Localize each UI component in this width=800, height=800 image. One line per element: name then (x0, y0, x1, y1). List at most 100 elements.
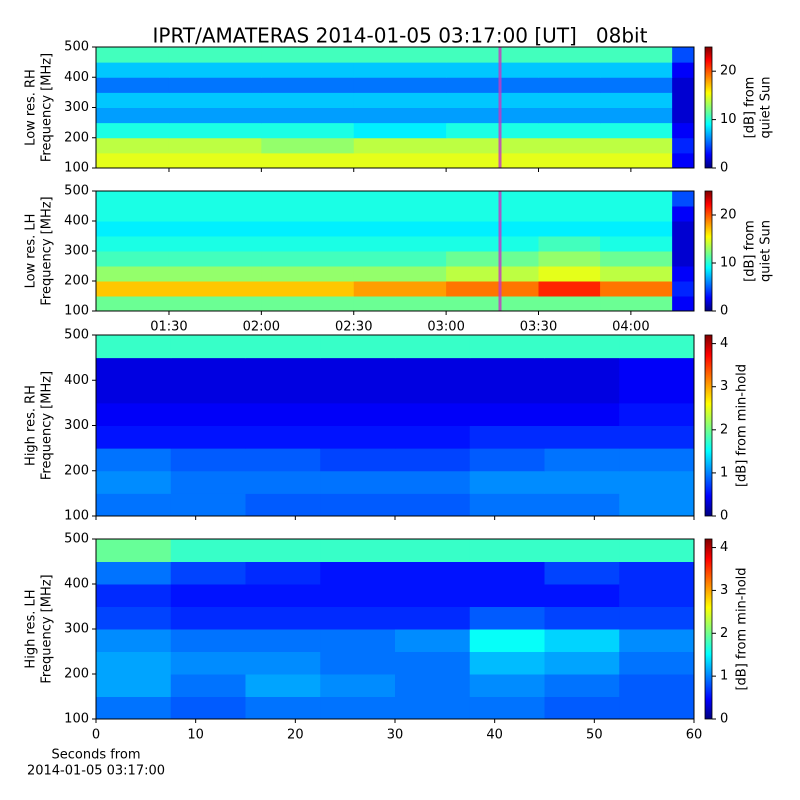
heatmap-cell (261, 107, 355, 124)
heatmap-cell (168, 251, 262, 267)
heatmap-cell (446, 92, 539, 108)
x-axis-label: 2014-01-05 03:17:00 (27, 764, 165, 779)
colorbar-tick-label: 3 (720, 583, 728, 598)
heatmap-cell (261, 137, 355, 154)
heatmap-cell (544, 380, 620, 404)
heatmap-cell (395, 493, 471, 517)
heatmap-cell (544, 696, 620, 720)
colorbar-label: [dB] from min-hold (735, 364, 750, 487)
heatmap-cell (600, 107, 673, 124)
heatmap-cell (538, 47, 601, 63)
heatmap-cell (544, 470, 620, 494)
heatmap-cell (170, 470, 246, 494)
heatmap-cell (168, 296, 262, 312)
heatmap-cell (96, 539, 172, 562)
heatmap-cell (96, 380, 172, 404)
heatmap-cell (538, 281, 601, 297)
heatmap-cell (600, 281, 673, 297)
heatmap-cell (446, 122, 539, 139)
heatmap-cell (600, 296, 673, 312)
heatmap-cell (446, 137, 539, 154)
heatmap-cell (619, 539, 695, 562)
heatmap-cell (395, 651, 471, 675)
heatmap-cell (619, 380, 695, 404)
heatmap-cell (672, 137, 695, 154)
heatmap-cell (672, 266, 695, 282)
heatmap-cell (619, 651, 695, 675)
heatmap-cell (600, 122, 673, 139)
heatmap-cell (96, 296, 170, 312)
heatmap-cell (168, 137, 262, 154)
colorbar-tick-label: 2 (720, 422, 728, 437)
heatmap-cell (544, 674, 620, 697)
heatmap-cell (320, 606, 396, 630)
heatmap-cell (96, 402, 172, 426)
heatmap-cell (96, 137, 170, 154)
x-tick-label: 20 (287, 728, 304, 743)
heatmap-cell (96, 191, 170, 207)
heatmap-cell (619, 606, 695, 630)
y-tick-label: 400 (64, 214, 89, 229)
heatmap-cell (395, 357, 471, 381)
heatmap-cell (353, 107, 447, 124)
heatmap-cell (96, 493, 172, 517)
heatmap-cell (245, 561, 321, 585)
heatmap-cell (353, 206, 447, 222)
heatmap-cell (168, 236, 262, 252)
heatmap-cell (395, 674, 471, 697)
heatmap-cell (320, 561, 396, 585)
y-tick-label: 300 (64, 244, 89, 259)
y-tick-label: 100 (64, 712, 89, 727)
heatmap-cell (353, 152, 447, 169)
heatmap-cell (395, 539, 471, 562)
heatmap-cell (261, 47, 355, 63)
heatmap-cell (96, 629, 172, 652)
heatmap-cell (261, 206, 355, 222)
heatmap-cell (538, 206, 601, 222)
heatmap-cell (245, 674, 321, 697)
heatmap-cell (600, 152, 673, 169)
x-tick-label: 50 (586, 728, 603, 743)
heatmap-cell (170, 606, 246, 630)
x-tick-label: 10 (187, 728, 204, 743)
heatmap-cell (672, 236, 695, 252)
heatmap-cell (245, 539, 321, 562)
y-axis-label: Low res. RH (24, 69, 39, 146)
y-axis-label: High res. RH (24, 385, 39, 466)
y-tick-label: 200 (64, 667, 89, 682)
heatmap-cell (245, 448, 321, 472)
heatmap-cell (600, 266, 673, 282)
heatmap-cell (395, 425, 471, 449)
heatmap-cell (600, 137, 673, 154)
heatmap-cell (395, 629, 471, 652)
heatmap-cell (168, 92, 262, 108)
y-tick-label: 300 (64, 622, 89, 637)
heatmap-cell (96, 236, 170, 252)
heatmap-cell (96, 561, 172, 585)
heatmap-cell (672, 296, 695, 312)
colorbar-label: quiet Sun (759, 76, 774, 138)
heatmap-cell (446, 251, 539, 267)
heatmap-cell (353, 191, 447, 207)
heatmap-cell (261, 296, 355, 312)
heatmap-cell (96, 77, 170, 93)
heatmap-cell (672, 281, 695, 297)
colorbar-label: [dB] from min-hold (735, 567, 750, 690)
heatmap-cell (261, 251, 355, 267)
heatmap-cell (320, 425, 396, 449)
heatmap-cell (261, 266, 355, 282)
x-axis-label: Seconds from (51, 748, 140, 763)
colorbar-tick-label: 0 (720, 304, 728, 319)
heatmap-cell (395, 402, 471, 426)
heatmap-cell (96, 674, 172, 697)
heatmap-cell (619, 425, 695, 449)
x-tick-label: 01:30 (150, 320, 187, 335)
heatmap (96, 47, 695, 169)
heatmap-cell (469, 651, 545, 675)
heatmap-cell (672, 191, 695, 207)
heatmap-cell (96, 107, 170, 124)
heatmap-cell (168, 206, 262, 222)
heatmap-cell (544, 357, 620, 381)
heatmap-cell (320, 470, 396, 494)
heatmap-cell (469, 448, 545, 472)
